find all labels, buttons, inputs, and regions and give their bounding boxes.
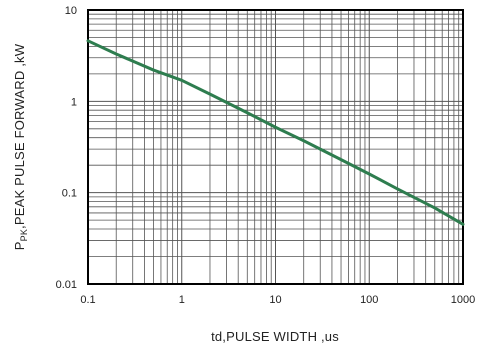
plot-frame	[87, 9, 464, 285]
x-tick-label: 100	[360, 294, 378, 306]
x-tick-labels: 0.1 1 10 100 1000	[80, 294, 475, 306]
x-tick-label: 0.1	[80, 294, 95, 306]
x-axis-title: td,PULSE WIDTH ,us	[211, 329, 339, 344]
y-axis-title-prefix: P	[12, 241, 27, 250]
x-tick-label: 10	[269, 294, 281, 306]
y-tick-label: 0.01	[56, 279, 77, 291]
series-line-1	[86, 39, 465, 226]
x-tick-label: 1	[179, 294, 185, 306]
series-layer	[86, 39, 465, 226]
x-tick-label: 1000	[451, 294, 475, 306]
y-tick-labels: 0.01 0.1 1 10	[56, 5, 77, 291]
grid-lines	[88, 10, 463, 284]
y-axis-title: PPK,PEAK PULSE FORWARD ,kW	[12, 43, 29, 250]
y-axis-title-subscript: PK	[19, 229, 29, 241]
y-tick-label: 10	[65, 5, 77, 17]
y-axis-title-rest: ,PEAK PULSE FORWARD ,kW	[12, 43, 27, 229]
y-tick-label: 0.1	[62, 188, 77, 200]
y-tick-label: 1	[71, 96, 77, 108]
